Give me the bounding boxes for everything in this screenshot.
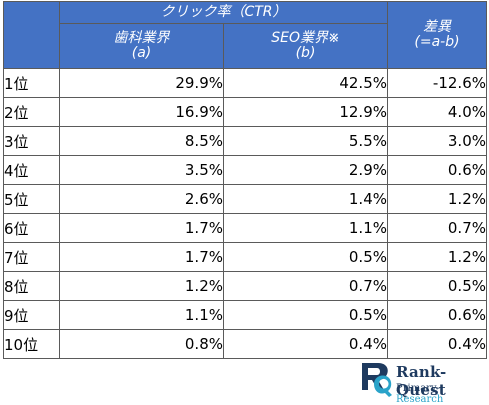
diff-header-line2: (=a-b) bbox=[414, 34, 460, 50]
table-row: 6位 1.7% 1.1% 0.7% bbox=[3, 213, 487, 243]
dental-industry-header: 歯科業界 (a) bbox=[59, 23, 224, 69]
rank-cell: 3位 bbox=[3, 126, 60, 156]
table-row: 1位 29.9% 42.5% -12.6% bbox=[3, 68, 487, 98]
diff-header: 差異 (=a-b) bbox=[387, 1, 487, 69]
dental-header-line1: 歯科業界 bbox=[113, 30, 170, 46]
seo-ctr-cell: 0.4% bbox=[223, 329, 388, 359]
seo-header-line2: (b) bbox=[295, 45, 316, 61]
seo-industry-header: SEO業界※ (b) bbox=[223, 23, 388, 69]
diff-cell: 0.7% bbox=[387, 213, 487, 243]
dental-ctr-cell: 1.7% bbox=[59, 213, 224, 243]
rank-cell: 4位 bbox=[3, 155, 60, 185]
seo-ctr-cell: 1.4% bbox=[223, 184, 388, 214]
rank-cell: 1位 bbox=[3, 68, 60, 98]
diff-cell: 1.2% bbox=[387, 184, 487, 214]
table-row: 3位 8.5% 5.5% 3.0% bbox=[3, 126, 487, 156]
dental-ctr-cell: 0.8% bbox=[59, 329, 224, 359]
seo-header-line1: SEO業界※ bbox=[271, 30, 340, 46]
diff-cell: 1.2% bbox=[387, 242, 487, 272]
diff-cell: 0.6% bbox=[387, 300, 487, 330]
seo-ctr-cell: 12.9% bbox=[223, 97, 388, 127]
seo-ctr-cell: 5.5% bbox=[223, 126, 388, 156]
logo-subtitle-part1: Primary- bbox=[396, 383, 440, 394]
ctr-comparison-table: クリック率（CTR） 差異 (=a-b) 歯科業界 (a) SEO業界※ (b)… bbox=[3, 1, 487, 359]
dental-ctr-cell: 8.5% bbox=[59, 126, 224, 156]
table-row: 2位 16.9% 12.9% 4.0% bbox=[3, 97, 487, 127]
rank-quest-logo-icon bbox=[362, 363, 392, 397]
table-row: 9位 1.1% 0.5% 0.6% bbox=[3, 300, 487, 330]
rank-cell: 10位 bbox=[3, 329, 60, 359]
ctr-group-header: クリック率（CTR） bbox=[59, 1, 388, 24]
logo-name: Rank-Quest bbox=[396, 363, 447, 399]
dental-ctr-cell: 16.9% bbox=[59, 97, 224, 127]
rank-cell: 8位 bbox=[3, 271, 60, 301]
table-row: 5位 2.6% 1.4% 1.2% bbox=[3, 184, 487, 214]
seo-ctr-cell: 42.5% bbox=[223, 68, 388, 98]
logo-subtitle: Primary-Research bbox=[396, 383, 486, 405]
table-row: 8位 1.2% 0.7% 0.5% bbox=[3, 271, 487, 301]
diff-cell: -12.6% bbox=[387, 68, 487, 98]
dental-ctr-cell: 2.6% bbox=[59, 184, 224, 214]
rank-header-cell bbox=[3, 1, 60, 69]
diff-cell: 0.5% bbox=[387, 271, 487, 301]
dental-ctr-cell: 1.1% bbox=[59, 300, 224, 330]
rank-cell: 7位 bbox=[3, 242, 60, 272]
diff-cell: 4.0% bbox=[387, 97, 487, 127]
diff-cell: 0.6% bbox=[387, 155, 487, 185]
diff-header-line1: 差異 bbox=[423, 19, 451, 35]
dental-ctr-cell: 29.9% bbox=[59, 68, 224, 98]
diff-cell: 3.0% bbox=[387, 126, 487, 156]
diff-cell: 0.4% bbox=[387, 329, 487, 359]
dental-ctr-cell: 1.7% bbox=[59, 242, 224, 272]
rank-cell: 6位 bbox=[3, 213, 60, 243]
rank-cell: 2位 bbox=[3, 97, 60, 127]
seo-ctr-cell: 0.5% bbox=[223, 242, 388, 272]
rank-cell: 5位 bbox=[3, 184, 60, 214]
seo-ctr-cell: 2.9% bbox=[223, 155, 388, 185]
table-row: 10位 0.8% 0.4% 0.4% bbox=[3, 329, 487, 359]
dental-ctr-cell: 1.2% bbox=[59, 271, 224, 301]
rank-cell: 9位 bbox=[3, 300, 60, 330]
seo-ctr-cell: 0.7% bbox=[223, 271, 388, 301]
dental-ctr-cell: 3.5% bbox=[59, 155, 224, 185]
rank-quest-logo: Rank-Quest Primary-Research bbox=[358, 360, 486, 405]
table-row: 4位 3.5% 2.9% 0.6% bbox=[3, 155, 487, 185]
dental-header-line2: (a) bbox=[131, 45, 152, 61]
seo-ctr-cell: 0.5% bbox=[223, 300, 388, 330]
seo-ctr-cell: 1.1% bbox=[223, 213, 388, 243]
table-row: 7位 1.7% 0.5% 1.2% bbox=[3, 242, 487, 272]
